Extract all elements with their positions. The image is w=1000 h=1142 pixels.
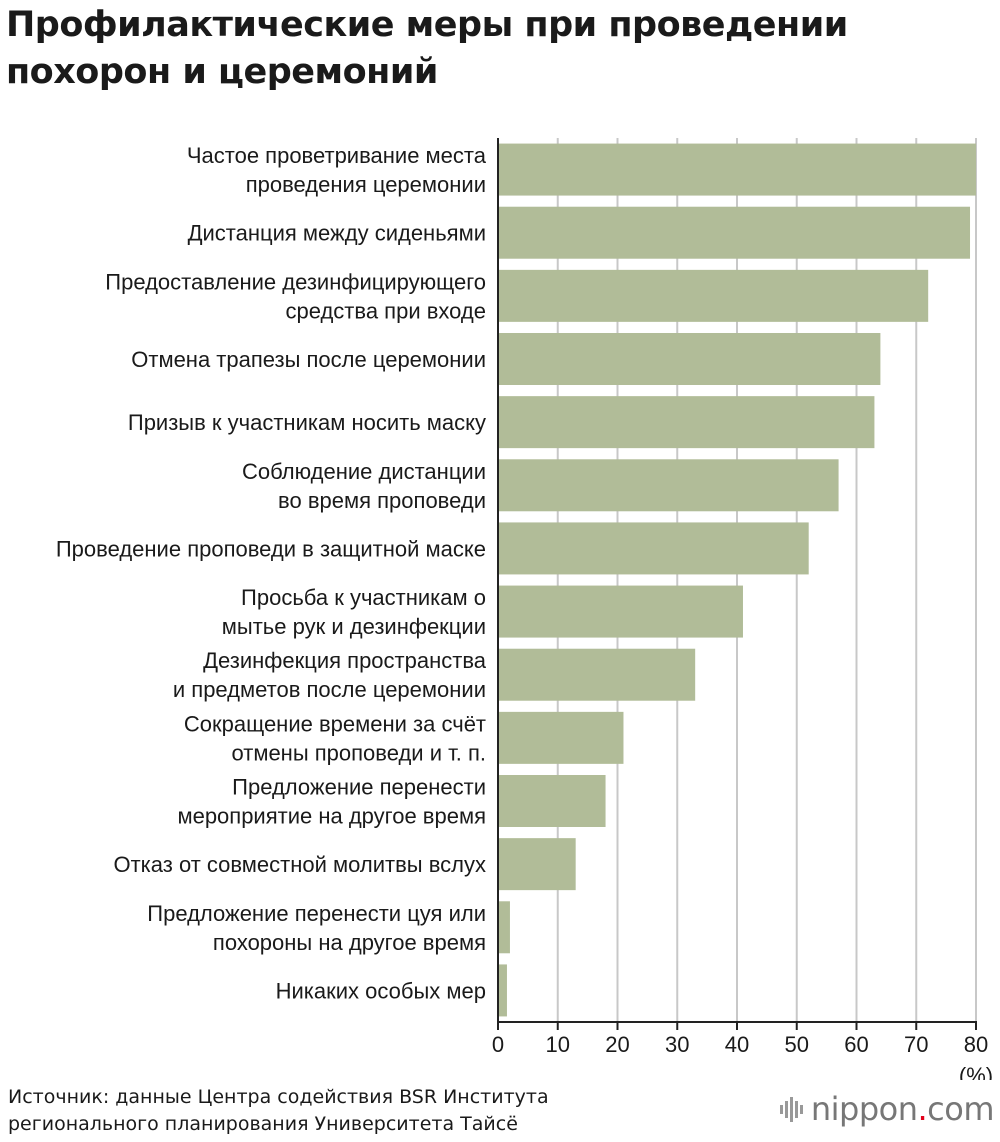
bar — [498, 269, 929, 322]
bar — [498, 459, 839, 512]
x-tick-label: 0 — [492, 1032, 504, 1057]
x-tick-label: 60 — [844, 1032, 868, 1057]
category-label: Проведение проповеди в защитной маске — [56, 536, 486, 561]
category-label: Предложение перенести мероприятие на друг… — [177, 775, 486, 829]
logo-name: nippon — [810, 1090, 918, 1128]
category-label: Частое проветривание места проведения цер… — [187, 143, 487, 197]
category-label: Дистанция между сиденьями — [188, 221, 486, 246]
source-note: Источник: данные Центра содействия BSR И… — [8, 1086, 549, 1135]
logo-suffix: com — [927, 1090, 994, 1128]
bar — [498, 522, 809, 575]
category-label: Соблюдение дистанции во время проповеди — [242, 459, 486, 513]
bar — [498, 711, 624, 764]
bar — [498, 206, 971, 259]
bar — [498, 585, 743, 638]
category-label: Сокращение времени за счёт отмены пропове… — [184, 711, 486, 765]
x-tick-label: 80 — [964, 1032, 988, 1057]
category-label: Дезинфекция пространства и предметов посл… — [173, 648, 487, 702]
x-tick-label: 70 — [904, 1032, 928, 1057]
category-label: Предложение перенести цуя или похороны на… — [147, 901, 486, 955]
bar — [498, 143, 976, 196]
x-tick-label: 50 — [785, 1032, 809, 1057]
bar — [498, 396, 875, 449]
category-label: Отмена трапезы после церемонии — [131, 347, 486, 372]
category-label: Просьба к участникам о мытье рук и дезинф… — [222, 585, 486, 639]
logo-wordmark: nippon.com — [810, 1090, 995, 1128]
bar-chart: Частое проветривание места проведения цер… — [56, 138, 993, 1080]
bar — [498, 901, 510, 954]
x-tick-label: 40 — [725, 1032, 749, 1057]
x-axis-unit: (%) — [959, 1063, 993, 1080]
bar — [498, 964, 507, 1017]
category-label: Отказ от совместной молитвы вслух — [113, 852, 486, 877]
bar — [498, 648, 696, 701]
logo-dot: . — [917, 1090, 928, 1128]
category-label: Предоставление дезинфицирующего средства … — [105, 269, 486, 323]
x-tick-label: 20 — [605, 1032, 629, 1057]
nippon-logo: nippon.com — [779, 1090, 994, 1128]
bar — [498, 838, 576, 891]
bar — [498, 775, 606, 827]
category-label: Призыв к участникам носить маску — [128, 410, 486, 435]
x-tick-label: 30 — [665, 1032, 689, 1057]
bar — [498, 333, 881, 385]
nippon-logo-icon — [779, 1097, 803, 1122]
chart-title: Профилактические меры при проведении пох… — [6, 5, 848, 92]
category-label: Никаких особых мер — [276, 978, 486, 1003]
x-tick-label: 10 — [546, 1032, 570, 1057]
